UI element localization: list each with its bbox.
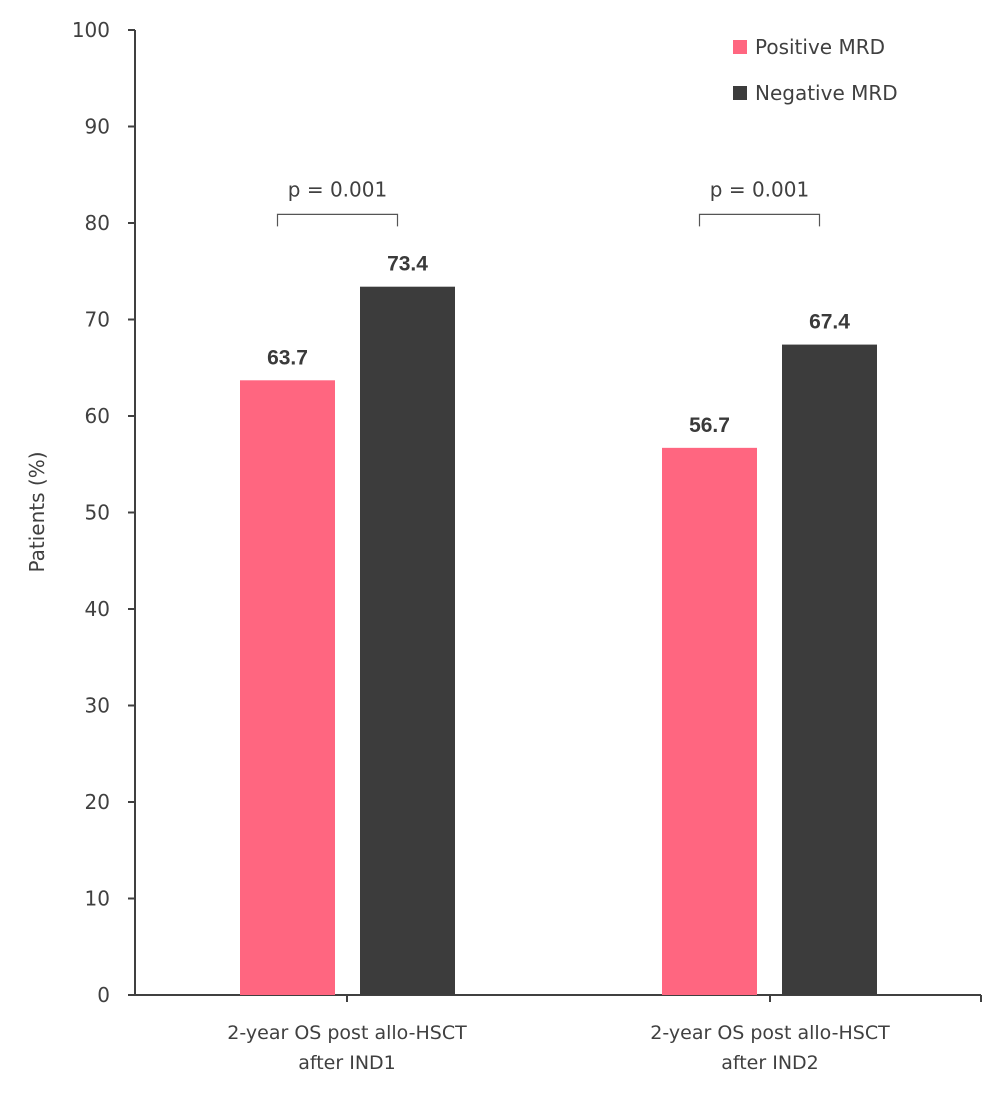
x-category-label: 2-year OS post allo-HSCT after IND2 xyxy=(650,1022,890,1074)
x-axis: 2-year OS post allo-HSCT after IND12-year… xyxy=(128,994,982,1074)
y-tick-label: 40 xyxy=(85,597,110,621)
legend-swatch xyxy=(733,40,747,54)
legend: Positive MRD Negative MRD xyxy=(733,35,898,105)
y-tick-label: 60 xyxy=(85,404,110,428)
legend-label: Positive MRD xyxy=(755,35,885,59)
y-tick-label: 0 xyxy=(97,983,110,1007)
x-category-label: 2-year OS post allo-HSCT after IND1 xyxy=(227,1022,467,1074)
y-tick-label: 50 xyxy=(85,501,110,525)
bars xyxy=(240,286,877,996)
significance-annotations: p = 0.001 p = 0.001 xyxy=(276,177,821,227)
data-labels: 63.7 56.7 73.4 67.4 xyxy=(267,253,850,437)
x-category-label-line: after IND1 xyxy=(298,1052,396,1074)
bar-negative-mrd xyxy=(782,344,877,996)
y-tick-label: 10 xyxy=(85,887,110,911)
y-tick-label: 90 xyxy=(85,115,110,139)
data-label: 73.4 xyxy=(387,253,428,276)
y-tick-label: 80 xyxy=(85,211,110,235)
data-label: 63.7 xyxy=(267,346,308,369)
significance-bracket xyxy=(276,213,399,227)
p-value-label: p = 0.001 xyxy=(710,177,809,201)
legend-label: Negative MRD xyxy=(755,81,898,105)
data-label: 67.4 xyxy=(809,311,850,334)
y-tick-label: 70 xyxy=(85,308,110,332)
x-category-label-line: 2-year OS post allo-HSCT xyxy=(650,1022,890,1044)
y-axis: 0 10 20 30 40 50 60 70 80 90 100 xyxy=(72,18,136,1007)
bar-negative-mrd xyxy=(360,286,455,995)
legend-swatch xyxy=(733,86,747,100)
p-value-label: p = 0.001 xyxy=(288,177,387,201)
data-label: 56.7 xyxy=(689,414,730,437)
x-category-label-line: 2-year OS post allo-HSCT xyxy=(227,1022,467,1044)
bar-positive-mrd xyxy=(240,380,335,995)
y-tick-label: 20 xyxy=(85,790,110,814)
y-tick-label: 100 xyxy=(72,18,110,42)
significance-bracket xyxy=(698,213,821,227)
y-tick-label: 30 xyxy=(85,694,110,718)
x-category-label-line: after IND2 xyxy=(721,1052,819,1074)
bar-positive-mrd xyxy=(662,447,757,996)
y-axis-title: Patients (%) xyxy=(25,451,49,572)
